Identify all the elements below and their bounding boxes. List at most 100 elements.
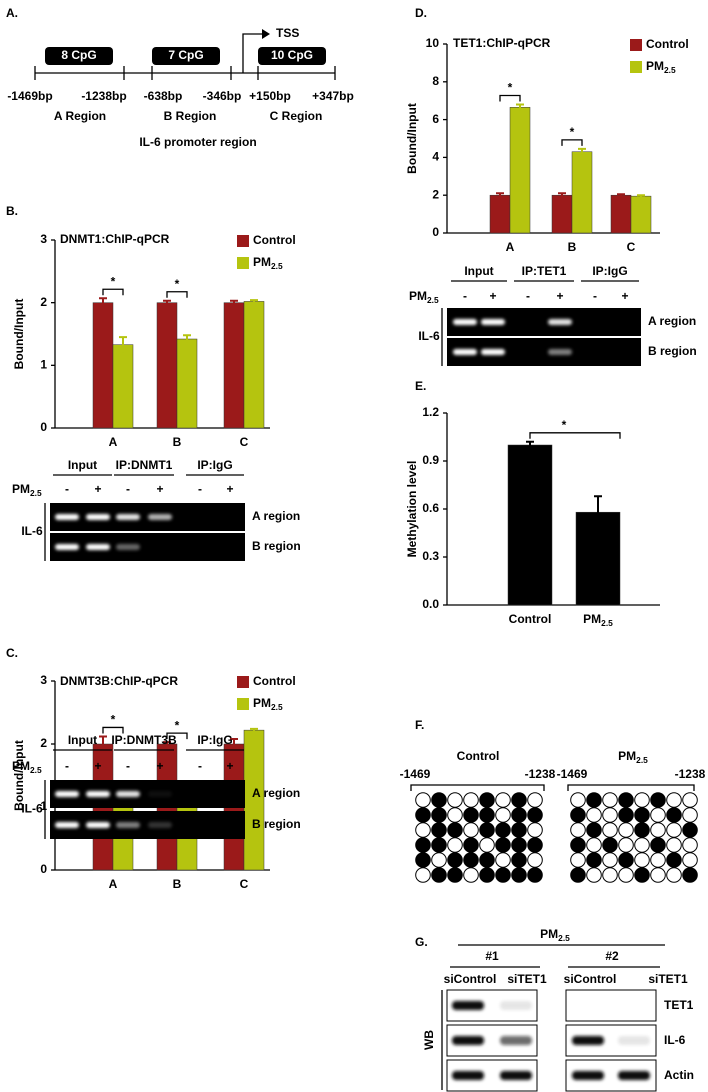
- cpg-site: [666, 822, 682, 838]
- cpg-site: [666, 837, 682, 853]
- treatment-sign: +: [156, 759, 163, 773]
- treatment-sign: -: [198, 482, 202, 496]
- cpg-site: [666, 807, 682, 823]
- gel-band: [481, 349, 505, 355]
- cpg-site: [431, 837, 447, 853]
- gel-row-label: A region: [252, 509, 300, 523]
- treatment-sign: +: [94, 759, 101, 773]
- cpg-site: [650, 807, 666, 823]
- legend-label: Control: [253, 674, 296, 688]
- cpg-site: [431, 852, 447, 868]
- error-bar: [183, 334, 191, 343]
- y-tick-label: 0: [432, 225, 439, 239]
- x-tick-label: A: [109, 435, 118, 449]
- promoter-title: IL-6 promoter region: [139, 135, 256, 149]
- error-bar: [119, 336, 127, 353]
- y-axis-label: Bound/Input: [405, 103, 419, 174]
- group-name: Control: [457, 749, 500, 763]
- cpg-site: [463, 822, 479, 838]
- cpg-site: [570, 852, 586, 868]
- cpg-site: [570, 837, 586, 853]
- error-bar: [526, 440, 534, 449]
- blot-band: [572, 1071, 604, 1080]
- cpg-site: [527, 822, 543, 838]
- y-tick-label: 0.9: [422, 453, 439, 467]
- cpg-site: [618, 807, 634, 823]
- cpg-site: [479, 822, 495, 838]
- cpg-site: [618, 852, 634, 868]
- cpg-site: [463, 807, 479, 823]
- error-bar: [516, 103, 524, 111]
- cpg-site: [666, 792, 682, 808]
- cpg-site: [447, 807, 463, 823]
- wb-lane: siControl: [444, 972, 497, 986]
- error-bar: [558, 192, 566, 198]
- gel-band: [116, 791, 140, 797]
- cpg-site: [447, 867, 463, 883]
- position-label: -1469bp: [7, 89, 52, 103]
- significance-label: *: [562, 418, 567, 432]
- cpg-site: [650, 792, 666, 808]
- position-label: +347bp: [312, 89, 354, 103]
- cpg-site: [618, 792, 634, 808]
- gel-band: [55, 791, 79, 797]
- bar: [156, 302, 178, 429]
- cpg-site: [415, 807, 431, 823]
- y-tick-label: 2: [432, 187, 439, 201]
- blot-row-label: Actin: [664, 1068, 694, 1082]
- x-tick-label: C: [240, 435, 249, 449]
- y-tick-label: 2: [40, 736, 47, 750]
- panel-label: B.: [6, 204, 18, 218]
- gel-header: Input: [68, 733, 97, 747]
- cpg-site: [586, 837, 602, 853]
- error-bar: [617, 193, 625, 197]
- gel-header: IP:TET1: [522, 264, 567, 278]
- cpg-site: [682, 852, 698, 868]
- legend-swatch: [237, 257, 249, 269]
- gel-band: [86, 822, 110, 828]
- gel-row: [50, 811, 245, 839]
- cpg-island: [258, 47, 326, 65]
- gel-row-label: B region: [648, 344, 697, 358]
- panel-label: F.: [415, 718, 424, 732]
- cpg-site: [602, 852, 618, 868]
- blot-band: [452, 1036, 484, 1045]
- cpg-site: [602, 792, 618, 808]
- range-end: -1238: [525, 767, 556, 781]
- wb-replicate: #1: [485, 949, 499, 963]
- cpg-site: [495, 837, 511, 853]
- cpg-site: [634, 852, 650, 868]
- y-axis-label: Methylation level: [405, 461, 419, 558]
- significance-bracket: [166, 732, 188, 740]
- gel-band: [86, 514, 110, 520]
- cpg-label: 7 CpG: [168, 48, 203, 62]
- gel-band: [453, 319, 477, 325]
- gel-header: IP:IgG: [592, 264, 627, 278]
- cpg-site: [447, 792, 463, 808]
- gel-header: IP:IgG: [197, 733, 232, 747]
- cpg-site: [682, 867, 698, 883]
- cpg-island: [45, 47, 113, 65]
- gel-band: [148, 822, 172, 828]
- cpg-site: [495, 852, 511, 868]
- wb-lane: siTET1: [648, 972, 688, 986]
- treatment-sign: +: [556, 289, 563, 303]
- error-bar: [99, 297, 107, 308]
- error-bar: [594, 495, 602, 529]
- cpg-site: [666, 852, 682, 868]
- cpg-site: [586, 792, 602, 808]
- position-label: -638bp: [144, 89, 183, 103]
- cpg-site: [570, 822, 586, 838]
- significance-label: *: [570, 125, 575, 139]
- cpg-site: [570, 867, 586, 883]
- error-bar: [578, 147, 586, 155]
- legend-label: PM2.5: [646, 59, 676, 75]
- treatment-sign: -: [65, 482, 69, 496]
- cpg-site: [527, 837, 543, 853]
- panel-label: A.: [6, 6, 18, 20]
- treatment-sign: -: [198, 759, 202, 773]
- y-tick-label: 0.0: [422, 597, 439, 611]
- gel-header: IP:DNMT3B: [111, 733, 177, 747]
- cpg-site: [415, 822, 431, 838]
